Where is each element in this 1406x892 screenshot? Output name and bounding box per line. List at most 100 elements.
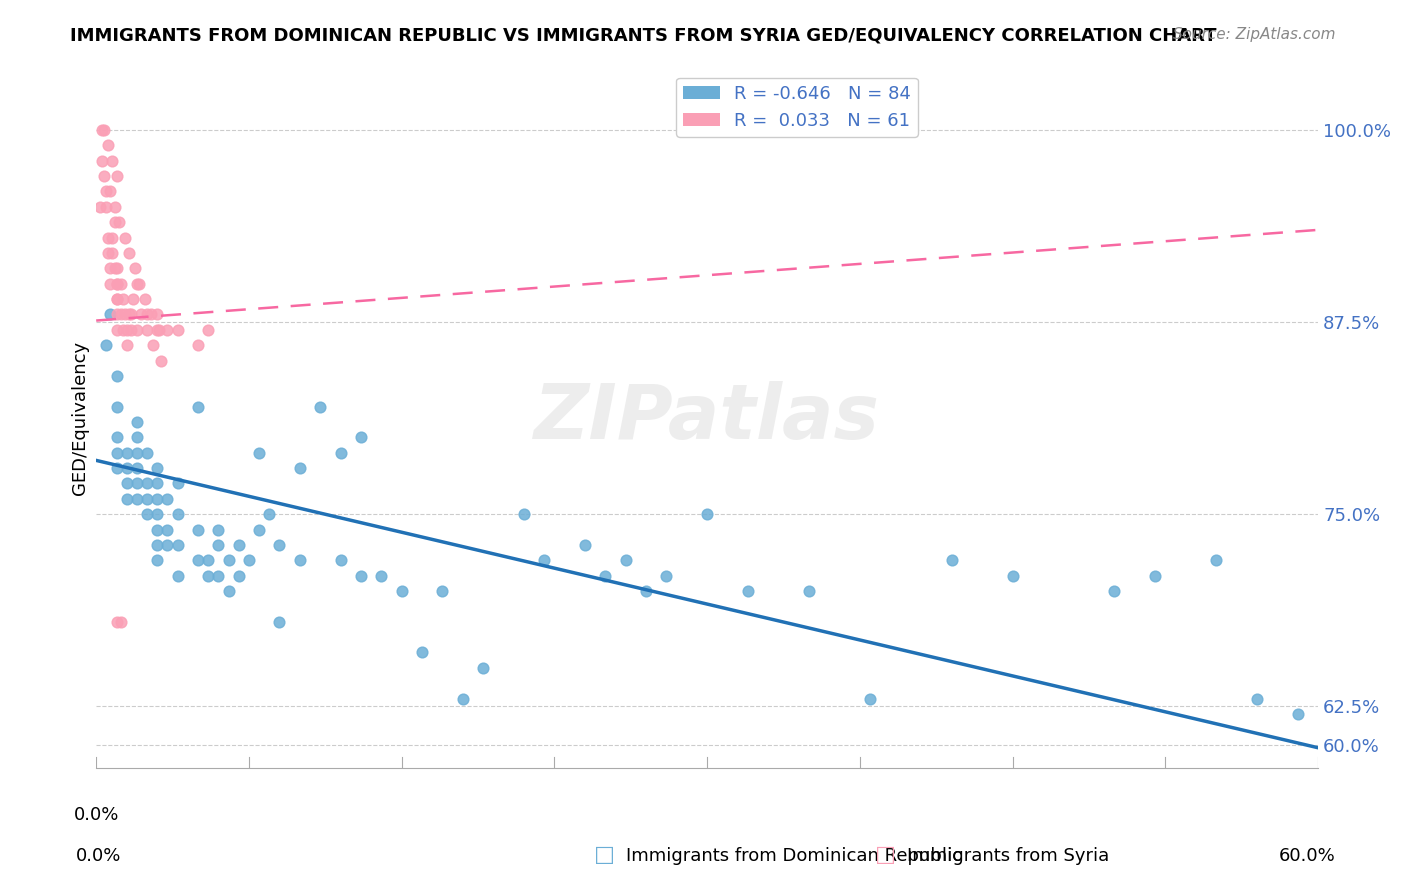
- Point: [247, 523, 270, 537]
- Text: Immigrants from Syria: Immigrants from Syria: [907, 847, 1109, 864]
- Point: [350, 430, 373, 444]
- Point: [247, 446, 270, 460]
- Point: [146, 507, 169, 521]
- Point: [136, 446, 159, 460]
- Point: [103, 215, 125, 229]
- Point: [391, 584, 413, 599]
- Point: [91, 123, 114, 137]
- Point: [655, 568, 678, 582]
- Point: [124, 261, 146, 276]
- Point: [110, 307, 132, 321]
- Point: [146, 538, 169, 552]
- Point: [115, 446, 138, 460]
- Point: [100, 307, 122, 321]
- Point: [105, 323, 128, 337]
- Point: [111, 323, 134, 337]
- Point: [93, 123, 115, 137]
- Point: [166, 323, 188, 337]
- Point: [156, 491, 179, 506]
- Point: [110, 615, 132, 629]
- Point: [105, 277, 128, 291]
- Text: Source: ZipAtlas.com: Source: ZipAtlas.com: [1173, 27, 1336, 42]
- Point: [595, 568, 617, 582]
- Point: [115, 476, 138, 491]
- Point: [125, 491, 148, 506]
- Point: [100, 261, 122, 276]
- Point: [107, 215, 129, 229]
- Point: [1205, 553, 1227, 567]
- Point: [513, 507, 536, 521]
- Point: [115, 338, 138, 352]
- Point: [125, 415, 148, 429]
- Point: [166, 476, 188, 491]
- Point: [451, 691, 474, 706]
- Point: [114, 230, 136, 244]
- Point: [238, 553, 260, 567]
- Point: [100, 277, 122, 291]
- Text: Immigrants from Dominican Republic: Immigrants from Dominican Republic: [626, 847, 962, 864]
- Point: [432, 584, 454, 599]
- Point: [1246, 691, 1268, 706]
- Point: [269, 538, 291, 552]
- Point: [1001, 568, 1024, 582]
- Text: □: □: [595, 845, 614, 864]
- Point: [136, 507, 159, 521]
- Point: [111, 292, 134, 306]
- Point: [96, 185, 118, 199]
- Point: [228, 568, 250, 582]
- Point: [142, 338, 165, 352]
- Point: [197, 553, 219, 567]
- Text: 0.0%: 0.0%: [76, 847, 121, 864]
- Point: [93, 169, 115, 183]
- Point: [105, 615, 128, 629]
- Point: [636, 584, 658, 599]
- Point: [156, 523, 179, 537]
- Point: [97, 230, 120, 244]
- Point: [737, 584, 759, 599]
- Point: [150, 353, 173, 368]
- Point: [96, 338, 118, 352]
- Point: [105, 292, 128, 306]
- Point: [156, 538, 179, 552]
- Point: [259, 507, 281, 521]
- Point: [207, 538, 229, 552]
- Point: [207, 523, 229, 537]
- Point: [156, 323, 179, 337]
- Point: [941, 553, 963, 567]
- Point: [797, 584, 820, 599]
- Point: [146, 491, 169, 506]
- Point: [105, 400, 128, 414]
- Point: [329, 446, 352, 460]
- Point: [118, 246, 141, 260]
- Point: [187, 338, 209, 352]
- Legend: R = -0.646   N = 84, R =  0.033   N = 61: R = -0.646 N = 84, R = 0.033 N = 61: [676, 78, 918, 137]
- Point: [103, 200, 125, 214]
- Point: [120, 323, 142, 337]
- Point: [96, 200, 118, 214]
- Point: [101, 230, 124, 244]
- Point: [136, 491, 159, 506]
- Point: [370, 568, 392, 582]
- Text: 0.0%: 0.0%: [73, 806, 120, 824]
- Point: [136, 323, 159, 337]
- Point: [134, 292, 156, 306]
- Point: [207, 568, 229, 582]
- Point: [105, 307, 128, 321]
- Point: [146, 523, 169, 537]
- Point: [146, 476, 169, 491]
- Point: [125, 476, 148, 491]
- Point: [110, 277, 132, 291]
- Point: [125, 430, 148, 444]
- Point: [166, 568, 188, 582]
- Point: [288, 553, 311, 567]
- Point: [100, 185, 122, 199]
- Point: [146, 461, 169, 475]
- Point: [218, 584, 240, 599]
- Point: [125, 323, 148, 337]
- Point: [574, 538, 596, 552]
- Text: □: □: [876, 845, 896, 864]
- Point: [187, 400, 209, 414]
- Point: [187, 523, 209, 537]
- Point: [89, 200, 111, 214]
- Point: [118, 307, 141, 321]
